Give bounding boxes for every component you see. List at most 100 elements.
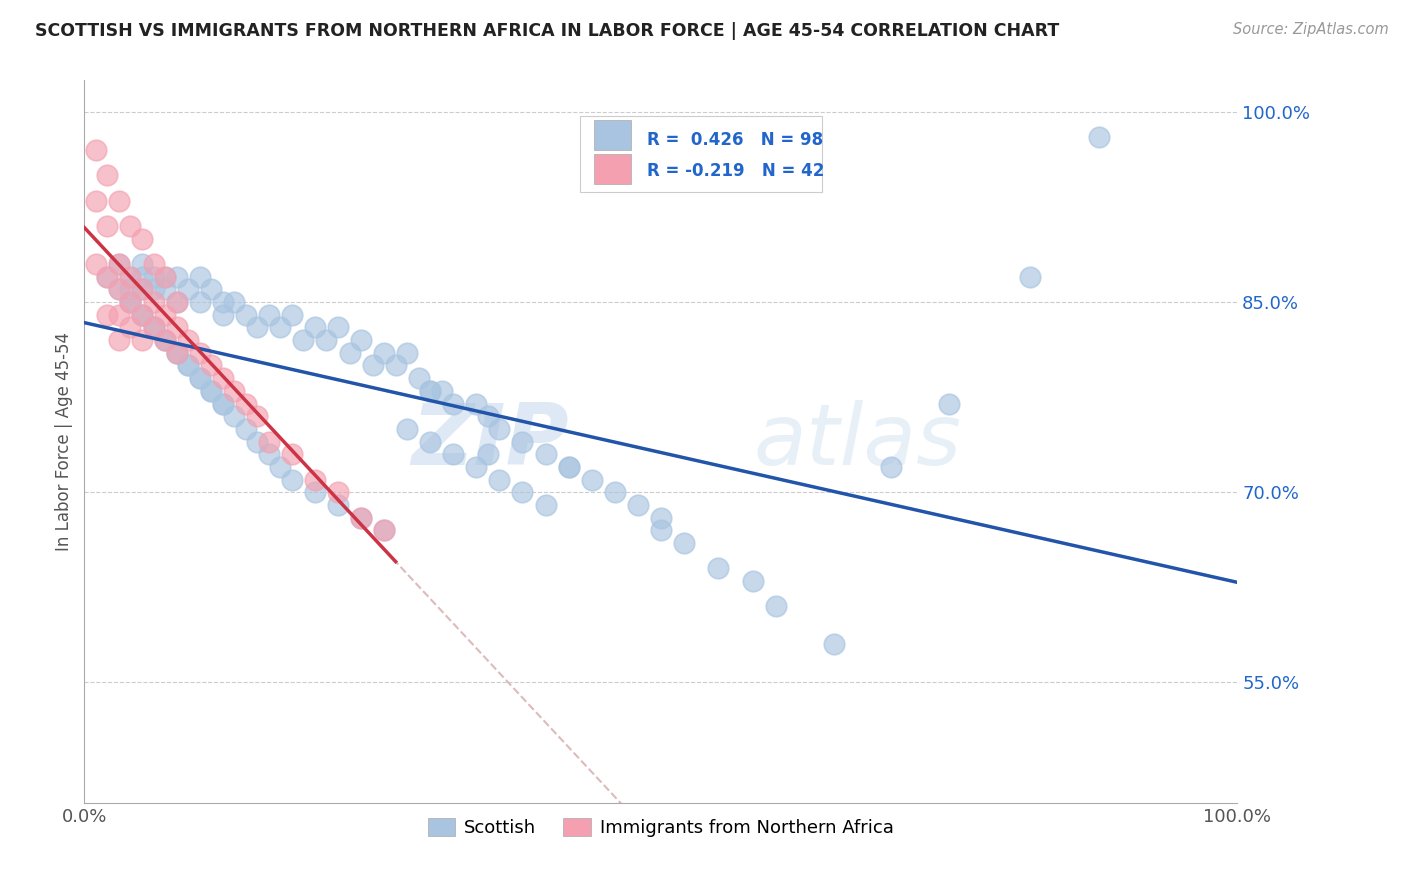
- Point: [153, 333, 176, 347]
- Text: atlas: atlas: [754, 400, 962, 483]
- Point: [211, 308, 233, 322]
- Text: SCOTTISH VS IMMIGRANTS FROM NORTHERN AFRICA IN LABOR FORCE | AGE 45-54 CORRELATI: SCOTTISH VS IMMIGRANTS FROM NORTHERN AFR…: [35, 22, 1059, 40]
- Point: [200, 282, 222, 296]
- Point: [96, 169, 118, 183]
- Point: [672, 536, 695, 550]
- Point: [257, 447, 280, 461]
- Point: [627, 498, 650, 512]
- Point: [131, 308, 153, 322]
- Point: [108, 333, 131, 347]
- Point: [142, 282, 165, 296]
- Point: [350, 510, 373, 524]
- Point: [108, 194, 131, 208]
- Point: [211, 396, 233, 410]
- Point: [96, 219, 118, 233]
- Point: [108, 257, 131, 271]
- Point: [292, 333, 315, 347]
- Point: [534, 447, 557, 461]
- FancyBboxPatch shape: [593, 153, 631, 184]
- Point: [200, 384, 222, 398]
- Point: [384, 359, 406, 373]
- Point: [131, 282, 153, 296]
- Point: [488, 422, 510, 436]
- Point: [188, 346, 211, 360]
- Point: [304, 485, 326, 500]
- Point: [131, 232, 153, 246]
- Point: [211, 371, 233, 385]
- Point: [120, 219, 142, 233]
- Point: [269, 459, 291, 474]
- Point: [512, 485, 534, 500]
- Point: [188, 269, 211, 284]
- Point: [477, 409, 499, 424]
- Point: [1018, 269, 1040, 284]
- Point: [224, 384, 246, 398]
- Point: [512, 434, 534, 449]
- Point: [408, 371, 430, 385]
- Point: [281, 308, 304, 322]
- Point: [177, 359, 200, 373]
- Point: [153, 333, 176, 347]
- Point: [246, 434, 269, 449]
- Point: [235, 422, 257, 436]
- Point: [131, 257, 153, 271]
- Y-axis label: In Labor Force | Age 45-54: In Labor Force | Age 45-54: [55, 332, 73, 551]
- Text: ZIP: ZIP: [411, 400, 568, 483]
- Point: [211, 396, 233, 410]
- Point: [430, 384, 453, 398]
- Point: [131, 308, 153, 322]
- Point: [315, 333, 337, 347]
- Point: [142, 320, 165, 334]
- Point: [465, 396, 488, 410]
- Point: [96, 269, 118, 284]
- Point: [142, 257, 165, 271]
- Point: [142, 269, 165, 284]
- Point: [166, 346, 188, 360]
- Point: [477, 447, 499, 461]
- Point: [188, 295, 211, 310]
- Point: [153, 269, 176, 284]
- Point: [235, 396, 257, 410]
- Point: [96, 308, 118, 322]
- Point: [465, 459, 488, 474]
- Point: [361, 359, 384, 373]
- Point: [707, 561, 730, 575]
- Point: [419, 434, 441, 449]
- Text: R =  0.426   N = 98: R = 0.426 N = 98: [647, 131, 823, 149]
- Point: [188, 371, 211, 385]
- Point: [153, 269, 176, 284]
- Point: [1088, 130, 1111, 145]
- Point: [246, 409, 269, 424]
- Point: [396, 346, 419, 360]
- Point: [120, 320, 142, 334]
- Point: [131, 269, 153, 284]
- Point: [246, 320, 269, 334]
- Point: [339, 346, 361, 360]
- Point: [84, 257, 107, 271]
- Point: [373, 523, 395, 537]
- Point: [96, 269, 118, 284]
- Point: [166, 295, 188, 310]
- Point: [108, 282, 131, 296]
- Point: [557, 459, 579, 474]
- Point: [142, 320, 165, 334]
- Point: [166, 269, 188, 284]
- Point: [304, 320, 326, 334]
- Point: [120, 269, 142, 284]
- Point: [581, 473, 603, 487]
- Text: Source: ZipAtlas.com: Source: ZipAtlas.com: [1233, 22, 1389, 37]
- Point: [166, 346, 188, 360]
- Point: [257, 434, 280, 449]
- Point: [823, 637, 845, 651]
- FancyBboxPatch shape: [593, 120, 631, 151]
- Point: [177, 282, 200, 296]
- Point: [153, 333, 176, 347]
- Point: [224, 409, 246, 424]
- FancyBboxPatch shape: [581, 117, 823, 193]
- Point: [120, 295, 142, 310]
- Point: [235, 308, 257, 322]
- Point: [304, 473, 326, 487]
- Point: [177, 359, 200, 373]
- Point: [200, 384, 222, 398]
- Point: [880, 459, 903, 474]
